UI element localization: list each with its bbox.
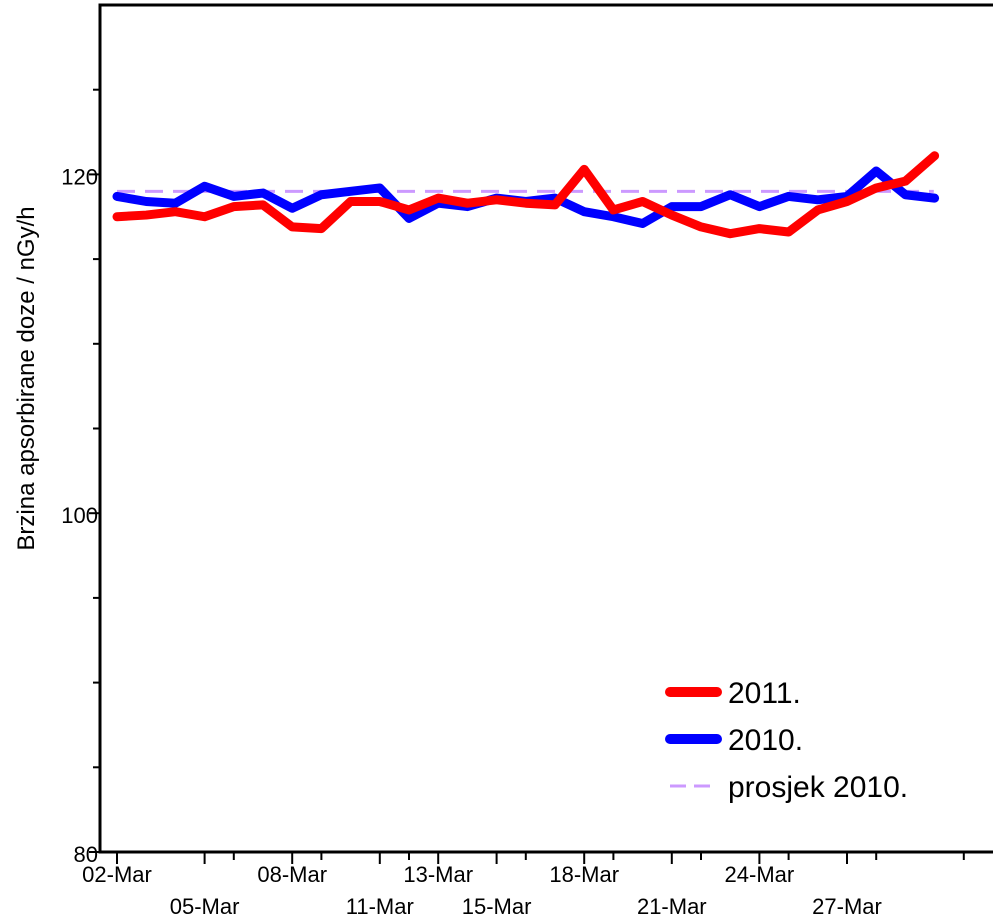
series-line [112,151,940,239]
y-axis-label: Brzina apsorbirane doze / nGy/h [13,206,40,550]
y-axis: 80 100 120 [61,88,100,867]
x-tick-label: 21-Mar [637,894,707,919]
plot-frame [98,3,993,854]
x-tick-label: 13-Mar [403,862,473,887]
legend-label: 2011. [728,677,801,710]
y-tick-label: 80 [74,842,98,867]
series-layer [112,151,940,239]
y-tick-label: 120 [61,164,98,189]
x-tick-label: 08-Mar [257,862,327,887]
x-tick-label: 02-Mar [82,862,152,887]
x-tick-label: 11-Mar [346,894,414,919]
x-tick-label: 15-Mar [462,894,532,919]
y-tick-label: 100 [61,503,98,528]
legend: 2011. 2010. prosjek 2010. [665,677,908,804]
x-tick-label: 05-Mar [170,894,240,919]
legend-label: prosjek 2010. [728,771,908,804]
x-axis: 02-Mar 05-Mar 08-Mar 11-Mar 13-Mar 15-Mar 18-M… [82,852,965,919]
x-tick-label: 18-Mar [549,862,619,887]
legend-label: 2010. [728,724,803,757]
x-tick-label: 24-Mar [725,862,795,887]
x-tick-label: 27-Mar [812,894,882,919]
